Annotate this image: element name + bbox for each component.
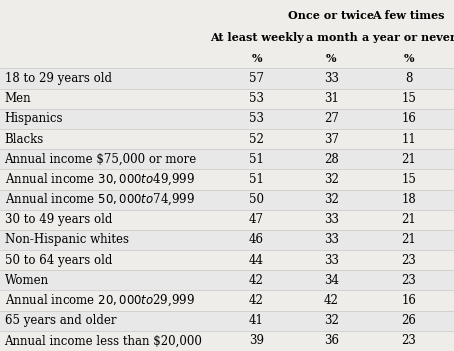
Text: Once or twice: Once or twice bbox=[288, 9, 375, 21]
Text: 47: 47 bbox=[249, 213, 264, 226]
Text: 33: 33 bbox=[324, 233, 339, 246]
Bar bbox=[0, 109, 454, 129]
Bar bbox=[0, 149, 454, 170]
Text: 32: 32 bbox=[324, 193, 339, 206]
Text: 46: 46 bbox=[249, 233, 264, 246]
Text: Annual income $75,000 or more: Annual income $75,000 or more bbox=[5, 153, 197, 166]
Text: 28: 28 bbox=[324, 153, 339, 166]
Text: 33: 33 bbox=[324, 254, 339, 267]
Text: 42: 42 bbox=[249, 294, 264, 307]
Text: 18: 18 bbox=[401, 193, 416, 206]
Text: 30 to 49 years old: 30 to 49 years old bbox=[5, 213, 112, 226]
Text: Annual income $20,000 to $29,999: Annual income $20,000 to $29,999 bbox=[5, 293, 194, 308]
Bar bbox=[0, 311, 454, 331]
Bar bbox=[0, 270, 454, 291]
Text: 11: 11 bbox=[401, 133, 416, 146]
Text: 53: 53 bbox=[249, 92, 264, 105]
Text: 65 years and older: 65 years and older bbox=[5, 314, 116, 327]
Text: 32: 32 bbox=[324, 314, 339, 327]
Text: 23: 23 bbox=[401, 254, 416, 267]
Text: Men: Men bbox=[5, 92, 31, 105]
Text: 50 to 64 years old: 50 to 64 years old bbox=[5, 254, 112, 267]
Text: a year or never: a year or never bbox=[362, 32, 454, 43]
Text: 16: 16 bbox=[401, 294, 416, 307]
Text: 42: 42 bbox=[249, 274, 264, 287]
Text: 15: 15 bbox=[401, 92, 416, 105]
Text: 51: 51 bbox=[249, 173, 264, 186]
Text: Annual income $30,000 to $49,999: Annual income $30,000 to $49,999 bbox=[5, 172, 195, 187]
Text: 33: 33 bbox=[324, 72, 339, 85]
Text: 16: 16 bbox=[401, 112, 416, 125]
Text: Women: Women bbox=[5, 274, 49, 287]
Bar bbox=[0, 230, 454, 250]
Text: 53: 53 bbox=[249, 112, 264, 125]
Text: 15: 15 bbox=[401, 173, 416, 186]
Text: 23: 23 bbox=[401, 274, 416, 287]
Text: 8: 8 bbox=[405, 72, 412, 85]
Text: Annual income $50,000 to $74,999: Annual income $50,000 to $74,999 bbox=[5, 192, 195, 207]
Text: Hispanics: Hispanics bbox=[5, 112, 63, 125]
Text: 39: 39 bbox=[249, 335, 264, 347]
Text: 44: 44 bbox=[249, 254, 264, 267]
Text: A few times: A few times bbox=[372, 9, 445, 21]
Text: 57: 57 bbox=[249, 72, 264, 85]
Text: Non-Hispanic whites: Non-Hispanic whites bbox=[5, 233, 128, 246]
Text: %: % bbox=[251, 53, 262, 64]
Text: 21: 21 bbox=[401, 213, 416, 226]
Text: 42: 42 bbox=[324, 294, 339, 307]
Text: 37: 37 bbox=[324, 133, 339, 146]
Bar bbox=[0, 68, 454, 88]
Text: 51: 51 bbox=[249, 153, 264, 166]
Bar bbox=[0, 190, 454, 210]
Text: 18 to 29 years old: 18 to 29 years old bbox=[5, 72, 112, 85]
Text: 23: 23 bbox=[401, 335, 416, 347]
Text: 41: 41 bbox=[249, 314, 264, 327]
Text: %: % bbox=[326, 53, 337, 64]
Text: 31: 31 bbox=[324, 92, 339, 105]
Text: 52: 52 bbox=[249, 133, 264, 146]
Text: a month: a month bbox=[306, 32, 357, 43]
Text: 27: 27 bbox=[324, 112, 339, 125]
Text: 26: 26 bbox=[401, 314, 416, 327]
Text: 50: 50 bbox=[249, 193, 264, 206]
Text: At least weekly: At least weekly bbox=[210, 32, 303, 43]
Text: Blacks: Blacks bbox=[5, 133, 44, 146]
Text: 32: 32 bbox=[324, 173, 339, 186]
Text: 21: 21 bbox=[401, 153, 416, 166]
Text: 21: 21 bbox=[401, 233, 416, 246]
Text: %: % bbox=[403, 53, 414, 64]
Text: Annual income less than $20,000: Annual income less than $20,000 bbox=[5, 335, 202, 347]
Text: 36: 36 bbox=[324, 335, 339, 347]
Text: 34: 34 bbox=[324, 274, 339, 287]
Text: 33: 33 bbox=[324, 213, 339, 226]
